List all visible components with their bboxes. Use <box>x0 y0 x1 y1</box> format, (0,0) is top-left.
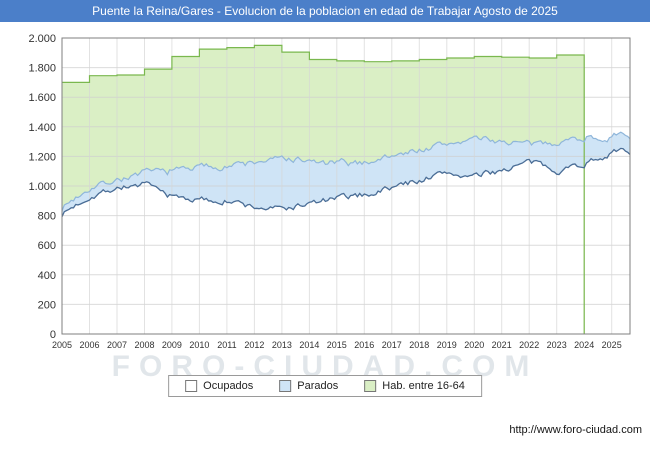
svg-text:600: 600 <box>38 240 56 252</box>
chart-area: 0 200 400 600 800 1.000 1.200 1.400 1.600 1.800 2.… <box>0 22 650 356</box>
foro-ciudad-link[interactable]: http://www.foro-ciudad.com <box>509 424 642 436</box>
svg-text:2006: 2006 <box>79 340 99 350</box>
legend-item-hab-16-64: Hab. entre 16-64 <box>364 380 465 392</box>
svg-text:2024: 2024 <box>574 340 594 350</box>
svg-text:2009: 2009 <box>162 340 182 350</box>
svg-text:2013: 2013 <box>272 340 292 350</box>
svg-text:2.000: 2.000 <box>28 33 56 45</box>
legend-label-ocupados: Ocupados <box>203 380 254 392</box>
chart-title: Puente la Reina/Gares - Evolucion de la … <box>92 4 558 18</box>
svg-text:0: 0 <box>50 329 56 341</box>
svg-text:1.600: 1.600 <box>28 92 56 104</box>
legend-label-hab: Hab. entre 16-64 <box>382 380 465 392</box>
svg-text:2018: 2018 <box>409 340 429 350</box>
svg-text:800: 800 <box>38 211 56 223</box>
svg-text:2008: 2008 <box>134 340 154 350</box>
svg-text:2022: 2022 <box>519 340 539 350</box>
svg-text:400: 400 <box>38 270 56 282</box>
hab-swatch-icon <box>364 380 377 392</box>
svg-text:2017: 2017 <box>382 340 402 350</box>
legend-label-parados: Parados <box>297 380 339 392</box>
svg-text:2023: 2023 <box>547 340 567 350</box>
chart-legend: Ocupados Parados Hab. entre 16-64 <box>168 375 482 397</box>
ocupados-swatch-icon <box>185 380 198 392</box>
svg-text:1.200: 1.200 <box>28 151 56 163</box>
legend-item-ocupados: Ocupados <box>185 380 253 392</box>
svg-text:2025: 2025 <box>602 340 622 350</box>
svg-text:1.000: 1.000 <box>28 181 56 193</box>
svg-text:2007: 2007 <box>107 340 127 350</box>
svg-text:2014: 2014 <box>299 340 319 350</box>
svg-text:1.400: 1.400 <box>28 122 56 134</box>
legend-item-parados: Parados <box>279 380 338 392</box>
svg-text:2021: 2021 <box>492 340 512 350</box>
svg-text:2016: 2016 <box>354 340 374 350</box>
svg-text:2015: 2015 <box>327 340 347 350</box>
svg-text:2010: 2010 <box>189 340 209 350</box>
chart-title-bar: Puente la Reina/Gares - Evolucion de la … <box>0 0 650 22</box>
svg-text:1.800: 1.800 <box>28 63 56 75</box>
svg-text:200: 200 <box>38 299 56 311</box>
svg-text:2020: 2020 <box>464 340 484 350</box>
svg-text:2005: 2005 <box>52 340 72 350</box>
parados-swatch-icon <box>279 380 292 392</box>
population-evolution-chart: 0 200 400 600 800 1.000 1.200 1.400 1.600 1.800 2.… <box>28 33 631 350</box>
svg-text:2019: 2019 <box>437 340 457 350</box>
svg-text:2011: 2011 <box>217 340 236 350</box>
svg-text:2012: 2012 <box>244 340 264 350</box>
